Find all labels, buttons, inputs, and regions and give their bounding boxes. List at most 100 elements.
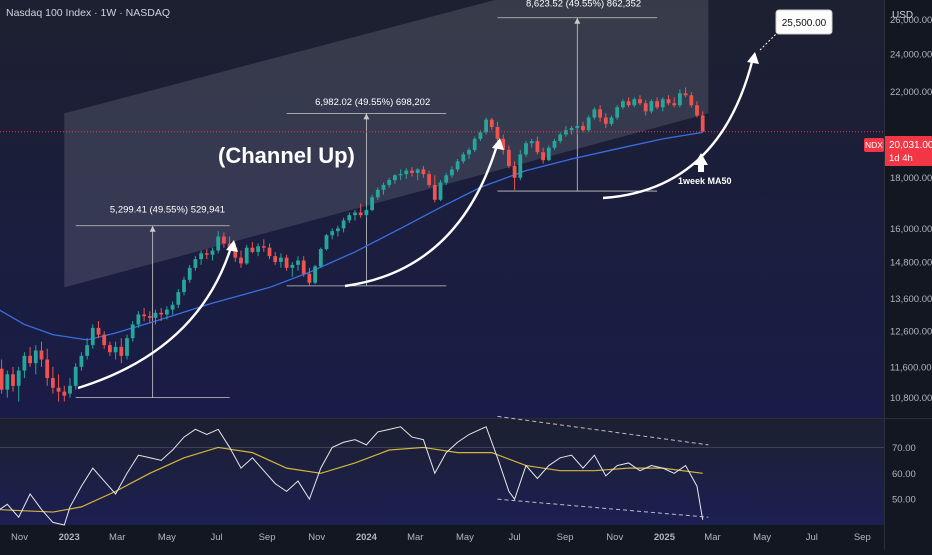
candle-body[interactable] xyxy=(136,314,141,325)
candle-body[interactable] xyxy=(375,189,380,198)
candle-body[interactable] xyxy=(512,165,517,178)
candle-body[interactable] xyxy=(638,99,642,104)
candle-body[interactable] xyxy=(353,212,357,216)
candle-body[interactable] xyxy=(142,314,146,317)
candle-body[interactable] xyxy=(347,215,352,221)
candle-body[interactable] xyxy=(655,101,659,108)
candle-body[interactable] xyxy=(267,247,272,257)
candle-body[interactable] xyxy=(689,95,694,106)
candle-body[interactable] xyxy=(147,316,152,318)
candle-body[interactable] xyxy=(73,366,78,386)
candle-body[interactable] xyxy=(649,101,654,112)
candle-body[interactable] xyxy=(33,350,38,364)
candle-body[interactable] xyxy=(85,345,89,356)
candle-body[interactable] xyxy=(153,312,158,318)
channel-up-band[interactable] xyxy=(64,0,709,288)
candle-body[interactable] xyxy=(182,279,186,293)
candle-body[interactable] xyxy=(279,257,283,262)
candle-body[interactable] xyxy=(176,292,181,305)
candle-body[interactable] xyxy=(393,175,397,181)
candle-body[interactable] xyxy=(307,273,312,283)
candle-body[interactable] xyxy=(193,259,198,268)
candle-body[interactable] xyxy=(324,235,329,250)
candle-body[interactable] xyxy=(358,212,363,216)
candle-body[interactable] xyxy=(39,350,44,360)
candle-body[interactable] xyxy=(313,266,317,283)
candle-body[interactable] xyxy=(581,125,585,131)
candle-body[interactable] xyxy=(398,174,403,176)
candle-body[interactable] xyxy=(102,334,107,346)
candle-body[interactable] xyxy=(552,141,557,148)
candle-body[interactable] xyxy=(96,327,101,335)
candle-body[interactable] xyxy=(450,169,454,176)
candle-body[interactable] xyxy=(541,152,545,161)
candle-body[interactable] xyxy=(507,149,511,166)
candle-body[interactable] xyxy=(444,175,449,183)
candle-body[interactable] xyxy=(495,127,500,139)
candle-body[interactable] xyxy=(79,355,84,367)
time-axis[interactable]: Nov 2023 Mar May Jul Sep Nov 2024 Mar May Jul Sep No… xyxy=(11,532,871,543)
candle-body[interactable] xyxy=(700,115,705,132)
candle-body[interactable] xyxy=(62,391,67,396)
candle-body[interactable] xyxy=(695,105,699,116)
candle-body[interactable] xyxy=(381,184,386,190)
candle-body[interactable] xyxy=(626,101,631,106)
candle-body[interactable] xyxy=(90,327,95,346)
candle-body[interactable] xyxy=(51,378,55,388)
candle-body[interactable] xyxy=(187,267,192,280)
candle-body[interactable] xyxy=(666,99,671,104)
candle-body[interactable] xyxy=(318,249,323,267)
candle-body[interactable] xyxy=(16,370,21,386)
candle-body[interactable] xyxy=(535,141,540,153)
candle-body[interactable] xyxy=(11,374,15,386)
rsi-line[interactable] xyxy=(0,426,704,526)
candle-body[interactable] xyxy=(290,264,295,268)
candle-body[interactable] xyxy=(592,109,597,118)
candle-body[interactable] xyxy=(119,346,124,356)
candle-body[interactable] xyxy=(244,247,249,264)
candle-body[interactable] xyxy=(301,260,306,274)
candle-body[interactable] xyxy=(56,387,61,392)
rsi-axis[interactable]: 70.00 60.00 50.00 xyxy=(0,443,916,506)
candle-body[interactable] xyxy=(529,141,534,144)
candle-body[interactable] xyxy=(210,250,215,255)
candle-body[interactable] xyxy=(484,119,488,133)
candle-body[interactable] xyxy=(250,247,255,252)
candle-body[interactable] xyxy=(125,338,129,356)
ma50-line[interactable] xyxy=(0,131,703,341)
candle-body[interactable] xyxy=(199,253,203,260)
candle-body[interactable] xyxy=(261,246,266,248)
candle-body[interactable] xyxy=(678,93,682,106)
candle-body[interactable] xyxy=(341,220,346,229)
candle-body[interactable] xyxy=(455,161,460,170)
candle-body[interactable] xyxy=(683,93,688,96)
candle-body[interactable] xyxy=(518,154,523,178)
candle-body[interactable] xyxy=(558,134,563,142)
candle-body[interactable] xyxy=(204,253,209,255)
candle-body[interactable] xyxy=(336,228,340,232)
candle-body[interactable] xyxy=(643,103,648,112)
candle-body[interactable] xyxy=(370,197,374,210)
candle-body[interactable] xyxy=(524,143,528,155)
candle-body[interactable] xyxy=(415,169,420,173)
candle-body[interactable] xyxy=(421,169,426,175)
candle-body[interactable] xyxy=(159,312,164,315)
candle-body[interactable] xyxy=(273,256,278,262)
candle-body[interactable] xyxy=(467,149,471,155)
candle-body[interactable] xyxy=(672,103,677,106)
candle-body[interactable] xyxy=(586,117,591,131)
candle-body[interactable] xyxy=(256,246,260,252)
candle-body[interactable] xyxy=(461,154,466,162)
candle-body[interactable] xyxy=(432,184,437,200)
candle-body[interactable] xyxy=(621,101,625,108)
candle-body[interactable] xyxy=(5,374,10,390)
candle-body[interactable] xyxy=(615,107,620,118)
candle-body[interactable] xyxy=(501,138,506,150)
candle-body[interactable] xyxy=(564,130,568,135)
candle-body[interactable] xyxy=(364,209,369,216)
candle-body[interactable] xyxy=(330,231,335,236)
symbol-title[interactable]: Nasdaq 100 Index · 1W · NASDAQ xyxy=(6,7,170,19)
candle-body[interactable] xyxy=(660,99,665,108)
candle-body[interactable] xyxy=(410,170,414,173)
candle-body[interactable] xyxy=(222,236,226,244)
